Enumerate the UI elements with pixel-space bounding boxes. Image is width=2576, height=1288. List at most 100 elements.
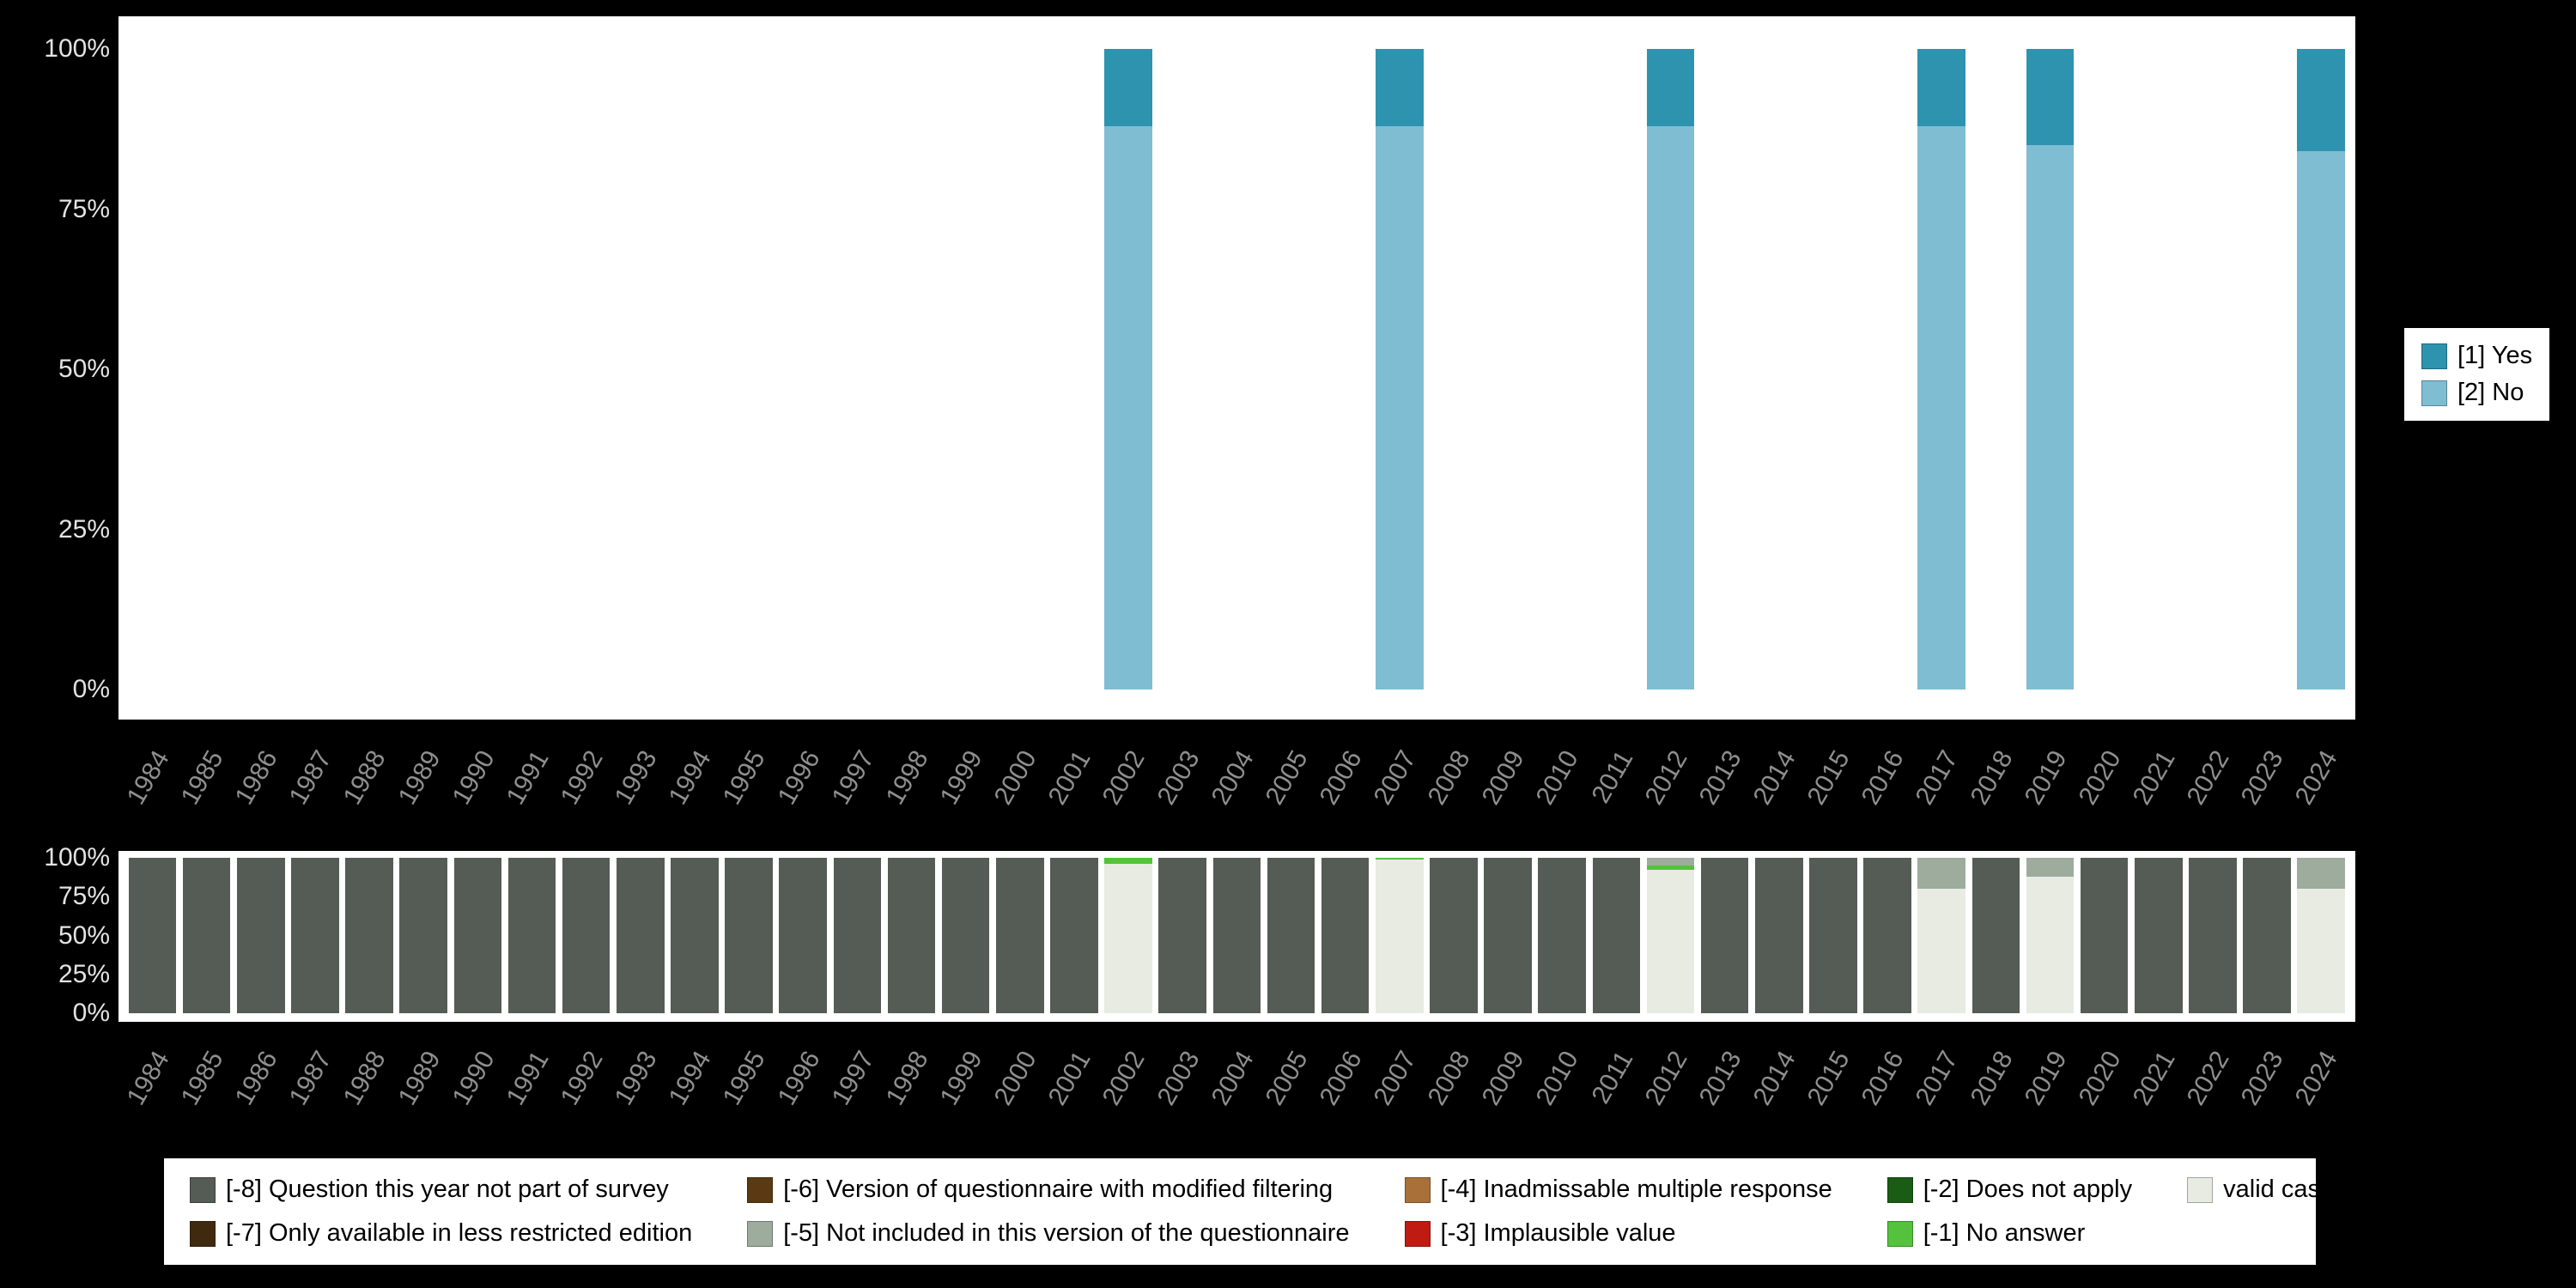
x-tick-slot-1998: 1998 (880, 723, 939, 860)
bar-slot-1987 (288, 858, 342, 1013)
stacked-bar-1996 (779, 49, 827, 690)
x-tick-label-1997: 1997 (826, 745, 880, 810)
bar-segment (941, 858, 990, 1013)
x-tick-label-2013: 2013 (1693, 745, 1747, 810)
x-tick-slot-1996: 1996 (772, 1024, 830, 1161)
bar-segment (1484, 858, 1532, 1013)
x-tick-label-1997: 1997 (826, 1046, 880, 1110)
x-tick-slot-2020: 2020 (2073, 1024, 2131, 1161)
x-tick-label-2003: 2003 (1151, 745, 1206, 810)
stacked-bar-1991 (508, 49, 556, 690)
x-tick-label-1998: 1998 (880, 745, 934, 810)
x-tick-slot-1984: 1984 (121, 1024, 179, 1161)
stacked-bar-1997 (834, 49, 882, 690)
x-tick-label-2007: 2007 (1368, 1046, 1422, 1110)
bar-segment (996, 858, 1044, 1013)
x-tick-slot-1990: 1990 (447, 723, 505, 860)
response-chart-legend: [1] Yes [2] No (2404, 328, 2550, 421)
bar-slot-2018 (1969, 858, 2023, 1013)
x-tick-label-2014: 2014 (1747, 745, 1801, 810)
x-tick-slot-2024: 2024 (2290, 723, 2348, 860)
y-tick-label: 25% (58, 514, 110, 544)
bar-segment (1376, 858, 1424, 860)
stacked-bar-1997 (833, 858, 882, 1013)
x-tick-label-1992: 1992 (555, 745, 609, 810)
legend-label: [-5] Not included in this version of the… (783, 1219, 1350, 1247)
bar-slot-1993 (613, 858, 667, 1013)
y-tick-label: 0% (72, 999, 110, 1027)
legend-label: [2] No (2458, 379, 2524, 406)
stacked-bar-2004 (1212, 858, 1261, 1013)
x-tick-slot-2001: 2001 (1043, 723, 1101, 860)
bar-slot-2011 (1589, 49, 1643, 690)
bar-slot-1990 (451, 49, 505, 690)
bar-segment (2080, 858, 2129, 1013)
x-tick-label-2018: 2018 (1965, 745, 2019, 810)
x-tick-slot-2012: 2012 (1639, 1024, 1698, 1161)
x-tick-label-2017: 2017 (1911, 1046, 1965, 1110)
x-tick-slot-1995: 1995 (718, 723, 776, 860)
y-tick-label: 75% (58, 194, 110, 223)
bar-slot-1992 (559, 858, 613, 1013)
bar-slot-2019 (2023, 49, 2077, 690)
bar-segment (2026, 144, 2075, 690)
stacked-bar-1993 (617, 49, 665, 690)
bar-slot-2003 (1156, 858, 1210, 1013)
y-tick-label: 100% (44, 34, 110, 63)
legend-label: [-4] Inadmissable multiple response (1440, 1176, 1832, 1203)
bar-segment (1646, 866, 1695, 871)
legend-swatch (2187, 1176, 2214, 1203)
x-tick-slot-1993: 1993 (610, 1024, 667, 1161)
bar-slot-2008 (1426, 49, 1480, 690)
bar-slot-2002 (1102, 49, 1156, 690)
bar-slot-1998 (884, 858, 939, 1013)
x-tick-slot-1992: 1992 (556, 1024, 613, 1161)
bar-segment (2026, 49, 2075, 145)
legend-label: [-3] Implausible value (1440, 1219, 1676, 1247)
x-tick-label-2020: 2020 (2073, 1046, 2127, 1110)
stacked-bar-1989 (399, 858, 448, 1013)
legend-label: [-2] Does not apply (1923, 1176, 2133, 1203)
x-tick-label-2009: 2009 (1476, 1046, 1530, 1110)
bar-segment (1700, 858, 1749, 1013)
x-tick-label-2022: 2022 (2181, 1046, 2235, 1110)
stacked-bar-2000 (996, 858, 1044, 1013)
stacked-bar-1994 (671, 49, 719, 690)
missing-values-chart-x-axis: 1984 1985 1986 1987 1988 1989 1990 1991 1992 1993… (121, 1024, 2348, 1161)
x-tick-slot-2018: 2018 (1965, 723, 2023, 860)
x-tick-label-2019: 2019 (2019, 745, 2073, 810)
x-tick-label-1985: 1985 (175, 745, 229, 810)
bar-slot-2019 (2023, 858, 2077, 1013)
stacked-bar-2011 (1593, 49, 1641, 690)
legend-swatch (747, 1220, 774, 1247)
stacked-bar-2002 (1104, 49, 1152, 690)
bar-slot-2016 (1861, 858, 1915, 1013)
bar-slot-1985 (179, 49, 234, 690)
bar-slot-2015 (1806, 858, 1860, 1013)
stacked-bar-2001 (1050, 49, 1098, 690)
legend-label: valid cases (2223, 1176, 2347, 1203)
x-tick-label-2017: 2017 (1911, 745, 1965, 810)
x-tick-label-1984: 1984 (121, 745, 175, 810)
bar-slot-2024 (2294, 858, 2348, 1013)
x-tick-slot-2007: 2007 (1368, 1024, 1426, 1161)
x-tick-slot-2017: 2017 (1911, 1024, 1969, 1161)
bar-slot-2012 (1643, 49, 1698, 690)
x-tick-label-1994: 1994 (663, 1046, 717, 1110)
x-tick-label-1989: 1989 (392, 745, 447, 810)
bar-slot-2005 (1264, 49, 1318, 690)
legend-item: [-2] Does not apply (1886, 1176, 2133, 1204)
bar-segment (1212, 858, 1261, 1013)
bar-slot-2009 (1481, 858, 1535, 1013)
bar-segment (237, 858, 285, 1013)
x-tick-label-2002: 2002 (1097, 745, 1151, 810)
x-tick-slot-2003: 2003 (1151, 723, 1210, 860)
stacked-bar-1991 (507, 858, 556, 1013)
x-tick-label-1991: 1991 (501, 745, 555, 810)
x-tick-slot-2000: 2000 (989, 1024, 1047, 1161)
y-tick-label: 0% (72, 675, 110, 703)
x-tick-label-1993: 1993 (609, 745, 663, 810)
x-tick-slot-2004: 2004 (1206, 1024, 1264, 1161)
stacked-bar-1988 (345, 49, 393, 690)
x-tick-label-2018: 2018 (1965, 1046, 2019, 1110)
